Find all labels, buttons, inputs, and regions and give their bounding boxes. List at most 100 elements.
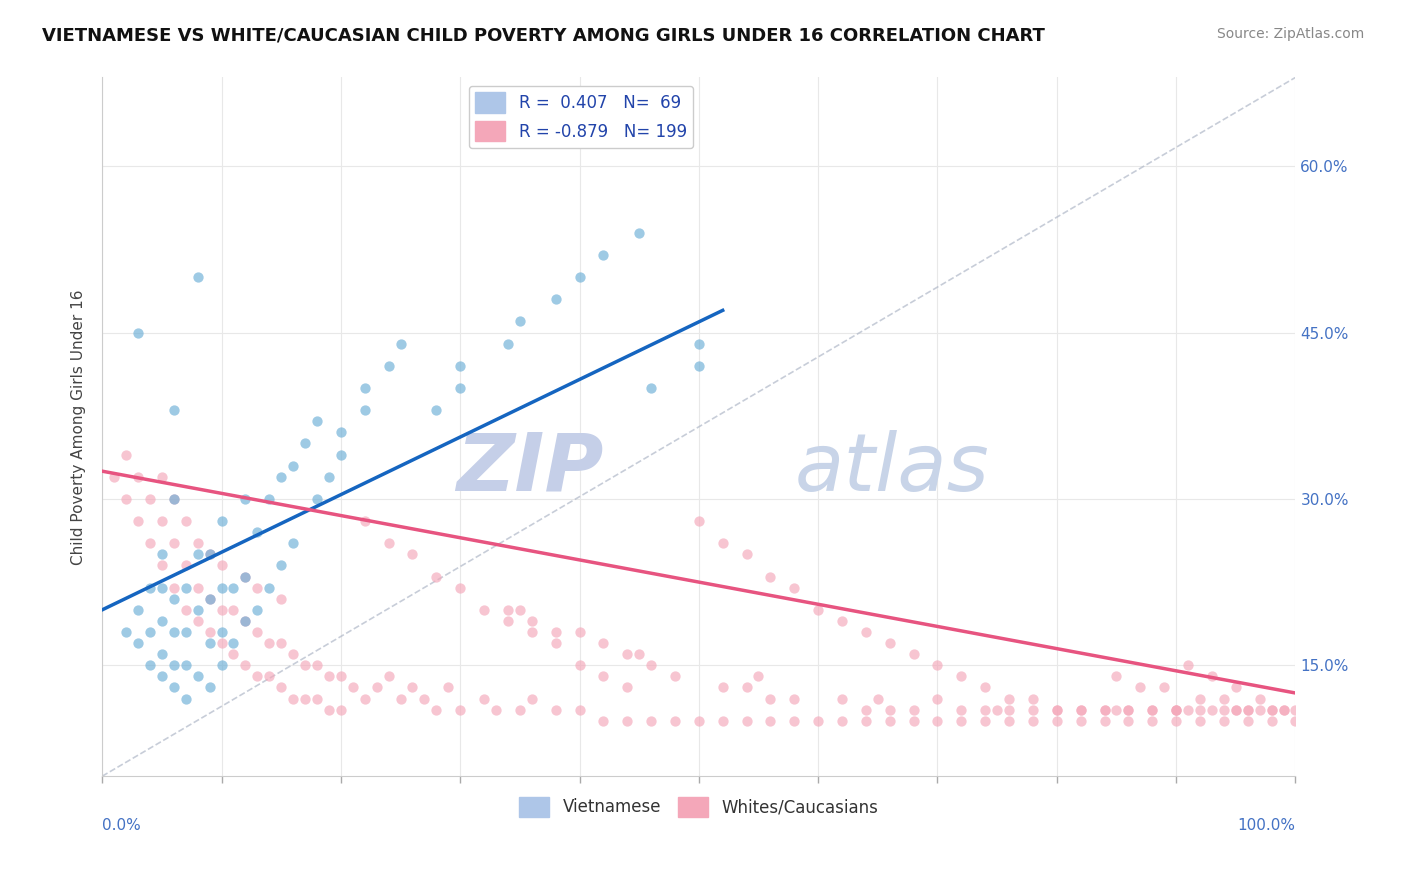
Point [1046,714,1069,728]
Point [198,591,221,606]
Point [139,491,162,506]
Point [711,681,734,695]
Point [353,403,375,417]
Point [139,581,162,595]
Point [163,681,186,695]
Point [353,381,375,395]
Point [235,569,257,583]
Point [163,625,186,640]
Text: VIETNAMESE VS WHITE/CAUCASIAN CHILD POVERTY AMONG GIRLS UNDER 16 CORRELATION CHA: VIETNAMESE VS WHITE/CAUCASIAN CHILD POVE… [42,27,1045,45]
Point [115,625,138,640]
Point [1022,703,1045,717]
Point [711,536,734,550]
Point [174,691,197,706]
Point [174,514,197,528]
Point [281,691,304,706]
Point [187,669,209,683]
Point [425,569,447,583]
Point [246,669,269,683]
Point [198,591,221,606]
Point [174,581,197,595]
Text: Source: ZipAtlas.com: Source: ZipAtlas.com [1216,27,1364,41]
Point [688,714,710,728]
Point [235,491,257,506]
Point [628,226,651,240]
Point [1188,703,1211,717]
Point [640,381,662,395]
Point [1094,714,1116,728]
Point [139,625,162,640]
Point [1284,703,1306,717]
Point [783,691,806,706]
Point [472,603,495,617]
Point [520,625,543,640]
Point [592,248,614,262]
Point [544,625,567,640]
Point [187,614,209,628]
Point [163,491,186,506]
Point [616,647,638,661]
Point [246,625,269,640]
Point [950,703,973,717]
Point [509,703,531,717]
Point [150,558,173,573]
Point [115,491,138,506]
Point [1272,703,1295,717]
Point [759,714,782,728]
Point [903,647,925,661]
Point [150,469,173,483]
Text: ZIP: ZIP [456,430,603,508]
Point [401,681,423,695]
Point [246,603,269,617]
Point [1201,669,1223,683]
Point [163,491,186,506]
Point [688,336,710,351]
Point [305,414,328,428]
Point [496,336,519,351]
Point [198,547,221,561]
Point [1284,714,1306,728]
Point [163,658,186,673]
Point [246,581,269,595]
Point [616,714,638,728]
Point [187,270,209,285]
Point [127,469,149,483]
Point [413,691,436,706]
Point [1022,691,1045,706]
Point [1118,703,1140,717]
Point [198,625,221,640]
Point [974,703,997,717]
Point [222,636,245,650]
Point [1201,703,1223,717]
Point [174,603,197,617]
Point [1070,703,1092,717]
Point [281,458,304,473]
Point [150,669,173,683]
Point [998,703,1021,717]
Point [903,703,925,717]
Point [235,614,257,628]
Text: atlas: atlas [794,430,988,508]
Point [544,636,567,650]
Point [222,603,245,617]
Point [616,681,638,695]
Point [855,703,877,717]
Point [377,536,399,550]
Point [259,581,281,595]
Point [174,625,197,640]
Point [807,603,830,617]
Point [305,491,328,506]
Point [270,558,292,573]
Point [127,603,149,617]
Point [1260,714,1282,728]
Point [927,658,949,673]
Point [950,714,973,728]
Point [163,536,186,550]
Point [115,448,138,462]
Point [259,491,281,506]
Point [401,547,423,561]
Point [664,714,686,728]
Point [366,681,388,695]
Point [735,714,758,728]
Point [222,581,245,595]
